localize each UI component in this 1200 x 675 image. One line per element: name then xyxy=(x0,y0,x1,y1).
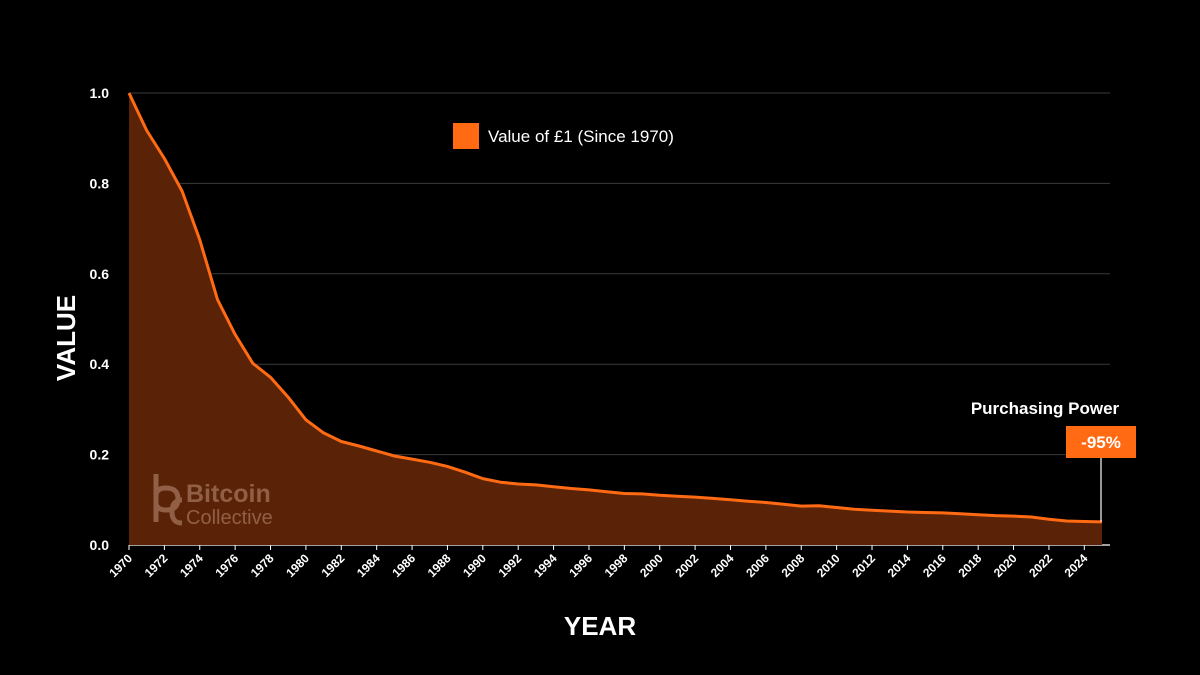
annotation-badge xyxy=(1066,426,1136,458)
legend-swatch xyxy=(453,123,479,149)
legend: Value of £1 (Since 1970) xyxy=(453,123,674,149)
series-area-fill xyxy=(129,93,1102,545)
watermark-line1: Bitcoin xyxy=(186,480,271,508)
y-tick-label: 0.6 xyxy=(90,266,110,282)
bitcoin-collective-logo-icon xyxy=(153,474,183,526)
watermark: Bitcoin Collective xyxy=(153,474,273,529)
y-tick-label: 0.2 xyxy=(90,447,110,463)
series-line xyxy=(127,92,1103,524)
y-tick-label: 1.0 xyxy=(90,85,110,101)
watermark-line2: Collective xyxy=(186,507,273,529)
y-axis-title: VALUE xyxy=(51,295,81,381)
annotation-value: -95% xyxy=(1081,433,1121,452)
y-tick-label: 0.8 xyxy=(90,175,110,191)
y-tick-label: 0.4 xyxy=(90,356,110,372)
y-tick-label: 0.0 xyxy=(90,537,110,553)
legend-label: Value of £1 (Since 1970) xyxy=(488,127,674,146)
x-axis-title: YEAR xyxy=(564,611,636,641)
annotation-title: Purchasing Power xyxy=(971,399,1120,418)
y-axis-ticks: 0.0 0.2 0.4 0.6 0.8 1.0 xyxy=(90,85,110,553)
annotation: -95% Purchasing Power xyxy=(971,399,1136,522)
